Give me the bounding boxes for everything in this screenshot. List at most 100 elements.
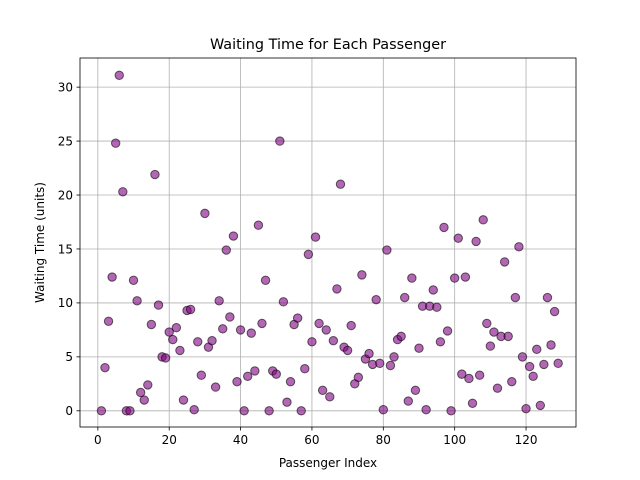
plot-frame [79,57,577,428]
y-tick-label: 5 [65,350,73,364]
x-axis-label: Passenger Index [279,456,377,470]
data-point [300,364,310,374]
data-point [428,285,438,295]
data-point [178,395,189,405]
data-point [96,406,107,416]
data-point [460,272,471,282]
data-point [282,397,292,407]
data-point [103,316,114,326]
data-point [471,236,481,247]
data-point [207,335,217,346]
data-point [253,220,264,230]
data-point [146,319,157,330]
data-point [539,359,549,370]
data-point [396,331,406,342]
data-point [482,318,492,329]
data-point [303,249,314,260]
data-point [474,370,485,380]
data-point [175,345,185,356]
data-point [196,370,207,380]
axis-ticks: 0 20 40 60 80 100 120 0 5 10 15 20 25 30 [58,80,538,447]
data-point [317,385,328,396]
plot-area [80,58,576,427]
data-point [524,361,535,372]
data-point [535,400,546,411]
data-point [382,245,392,255]
data-point [228,231,239,241]
data-points [96,70,563,416]
data-point [328,335,339,346]
data-point [378,405,389,415]
data-point [449,273,460,283]
data-point [110,138,121,148]
data-point [446,406,456,416]
data-point [193,337,203,347]
data-point [264,406,274,416]
data-point [325,392,335,402]
data-point [107,272,117,282]
data-point [532,344,542,355]
data-point [546,340,556,350]
data-point [278,297,289,307]
x-tick-label: 120 [515,433,538,447]
data-point [271,369,281,379]
x-tick-label: 0 [94,433,102,447]
y-axis-label: Waiting Time (units) [33,182,47,303]
x-tick-label: 40 [233,433,248,447]
data-point [235,325,246,335]
data-point [407,273,417,283]
x-tick-label: 80 [376,433,391,447]
y-tick-label: 10 [58,296,73,310]
data-point [214,296,224,306]
data-point [521,403,531,414]
data-point [296,406,306,416]
x-tick-label: 60 [304,433,319,447]
data-point [464,373,474,384]
data-point [168,334,178,345]
data-point [499,257,510,267]
y-tick-label: 15 [58,242,73,256]
data-point [439,222,449,233]
data-point [150,169,160,180]
data-point [225,312,235,322]
x-tick-label: 20 [162,433,177,447]
y-tick-label: 0 [65,404,73,418]
data-point [171,323,182,333]
data-point [492,383,503,393]
data-point [210,382,221,392]
data-point [400,292,410,303]
data-point [132,296,142,306]
y-tick-label: 25 [58,134,73,148]
x-tick-label: 100 [443,433,466,447]
data-point [250,366,260,376]
data-point [342,345,353,356]
data-point [453,233,463,243]
data-point [332,284,342,294]
data-point [257,318,267,329]
data-point [239,406,249,416]
data-point [514,242,524,252]
data-point [321,325,331,335]
data-point [371,294,381,305]
data-point [218,324,228,334]
data-point [143,380,153,390]
data-point [160,353,171,363]
data-point [310,232,321,242]
data-point [553,358,563,369]
data-point [118,187,128,197]
data-point [335,179,346,189]
data-point [389,352,399,362]
data-point [528,371,538,381]
data-point [346,320,356,331]
data-point [125,406,135,416]
data-point [232,376,242,387]
chart-title: Waiting Time for Each Passenger [210,37,446,53]
data-point [135,387,146,398]
data-point [243,371,253,381]
data-point [246,328,256,338]
data-point [542,292,553,303]
data-point [364,348,374,359]
data-point [457,369,467,379]
data-point [467,398,478,408]
y-tick-label: 30 [58,80,73,94]
